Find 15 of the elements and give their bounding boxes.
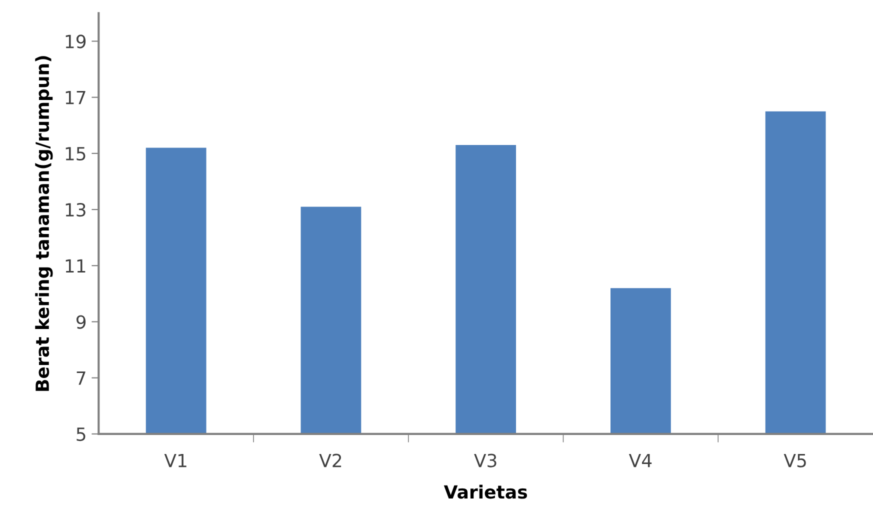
y-tick-label: 5 (76, 428, 86, 442)
x-tick-label: V4 (628, 454, 652, 468)
x-tick-label: V2 (319, 454, 342, 468)
y-tick-label: 17 (66, 91, 86, 104)
y-tick-label: 7 (76, 372, 86, 385)
y-tick-label: 11 (66, 259, 86, 272)
y-tick-label: 13 (66, 202, 86, 217)
y-tick-label: 15 (66, 147, 86, 161)
y-tick-label: 19 (66, 34, 86, 48)
x-tick-label: V5 (784, 454, 806, 468)
x-tick-label: V3 (474, 454, 496, 468)
y-tick-label: 9 (76, 315, 86, 329)
y-axis-title: Berat kering tanaman(g/rumpun) (35, 56, 53, 391)
x-tick-label: V1 (164, 454, 186, 468)
x-axis-title: Varietas (444, 484, 527, 499)
